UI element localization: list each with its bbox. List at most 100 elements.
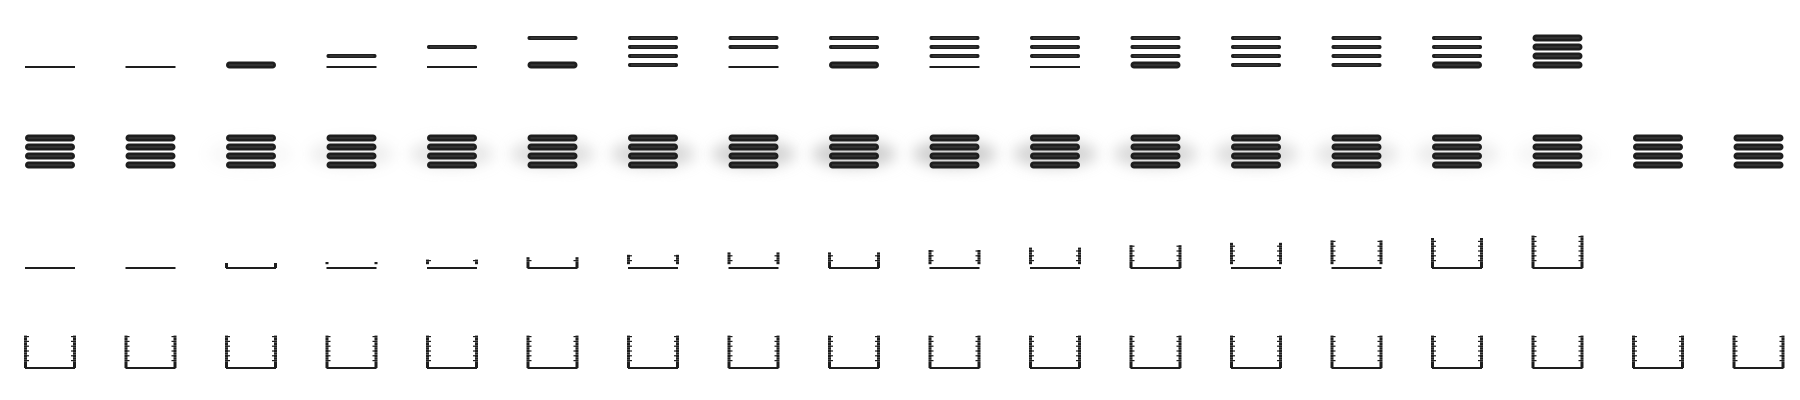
side-segment xyxy=(928,362,932,365)
side-tick xyxy=(1076,355,1078,357)
corner-post xyxy=(877,263,880,268)
side-tick xyxy=(1032,255,1034,257)
corner-post xyxy=(1681,363,1684,368)
corner-post xyxy=(325,363,329,368)
side-segment xyxy=(627,350,630,353)
side-segment xyxy=(676,259,679,262)
side-tick xyxy=(529,350,532,352)
side-segment xyxy=(1681,335,1684,338)
sprite-frame xyxy=(325,262,378,269)
side-segment xyxy=(1531,335,1535,338)
side-tick xyxy=(1333,250,1336,252)
side-tick xyxy=(1132,255,1135,257)
side-segment xyxy=(426,262,429,265)
side-tick xyxy=(1176,260,1179,262)
sprite-frame xyxy=(929,36,980,68)
side-segment xyxy=(1632,338,1635,341)
side-segment xyxy=(325,354,329,357)
side-tick xyxy=(1277,360,1279,362)
side-segment xyxy=(526,362,530,365)
side-segment xyxy=(1129,350,1133,353)
side-tick xyxy=(1434,345,1436,347)
side-segment xyxy=(676,254,679,257)
side-segment xyxy=(977,359,981,362)
side-segment xyxy=(1178,342,1182,345)
sprite-frame xyxy=(526,335,579,369)
side-segment xyxy=(1129,250,1133,253)
side-segment xyxy=(1431,347,1434,350)
side-segment xyxy=(1379,242,1383,245)
side-segment xyxy=(1230,340,1233,343)
side-segment xyxy=(877,262,880,265)
side-segment xyxy=(928,257,932,260)
side-segment xyxy=(1230,259,1233,262)
side-tick xyxy=(1032,360,1034,362)
side-tick xyxy=(1132,355,1135,357)
side-segment xyxy=(1632,350,1635,353)
side-tick xyxy=(1434,255,1436,257)
side-segment xyxy=(526,340,530,343)
side-tick xyxy=(674,345,676,347)
sprite-frame xyxy=(209,134,293,169)
side-tick xyxy=(1277,336,1279,338)
side-segment xyxy=(575,338,579,341)
side-segment xyxy=(1531,252,1535,255)
side-tick xyxy=(774,340,777,342)
side-segment xyxy=(828,347,831,350)
side-segment xyxy=(977,257,981,260)
corner-post xyxy=(727,363,731,368)
side-segment xyxy=(1580,252,1584,255)
side-tick xyxy=(1735,350,1738,352)
side-tick xyxy=(730,255,733,257)
side-segment xyxy=(877,338,880,341)
side-segment xyxy=(1129,245,1133,248)
side-segment xyxy=(1279,262,1282,265)
side-segment xyxy=(928,250,932,253)
side-segment xyxy=(73,338,76,341)
side-segment xyxy=(526,350,530,353)
corner-post xyxy=(526,263,530,268)
side-segment xyxy=(1078,357,1081,360)
side-segment xyxy=(475,347,478,350)
side-segment xyxy=(1681,352,1684,355)
side-segment xyxy=(1379,257,1383,260)
side-segment xyxy=(1129,352,1133,355)
side-segment xyxy=(374,345,378,348)
side-tick xyxy=(1333,345,1336,347)
side-segment xyxy=(274,335,277,338)
sprite-frame xyxy=(1231,36,1281,67)
sprite-frame xyxy=(1030,36,1080,68)
side-segment xyxy=(977,352,981,355)
side-segment xyxy=(1230,352,1233,355)
side-segment xyxy=(1330,252,1334,255)
side-segment xyxy=(1029,262,1032,265)
side-tick xyxy=(975,340,978,342)
side-segment xyxy=(1632,340,1635,343)
side-segment xyxy=(828,340,831,343)
side-tick xyxy=(1132,340,1135,342)
side-segment xyxy=(1279,252,1282,255)
corner-post xyxy=(1431,363,1434,368)
side-tick xyxy=(1534,340,1537,342)
side-segment xyxy=(1029,345,1032,348)
side-segment xyxy=(24,342,27,345)
side-segment xyxy=(1580,352,1584,355)
corner-post xyxy=(274,263,277,268)
side-segment xyxy=(727,347,731,350)
side-segment xyxy=(526,354,530,357)
side-segment xyxy=(575,257,579,260)
side-tick xyxy=(1176,360,1179,362)
sprite-frame xyxy=(309,134,394,169)
side-segment xyxy=(1230,359,1233,362)
side-segment xyxy=(1330,259,1334,262)
side-segment xyxy=(1379,347,1383,350)
side-segment xyxy=(526,259,530,262)
side-tick xyxy=(1233,255,1235,257)
side-segment xyxy=(1330,347,1334,350)
side-segment xyxy=(928,254,932,257)
corner-post xyxy=(1230,363,1233,368)
side-tick xyxy=(1377,245,1380,247)
side-tick xyxy=(831,260,833,262)
side-segment xyxy=(1580,359,1584,362)
